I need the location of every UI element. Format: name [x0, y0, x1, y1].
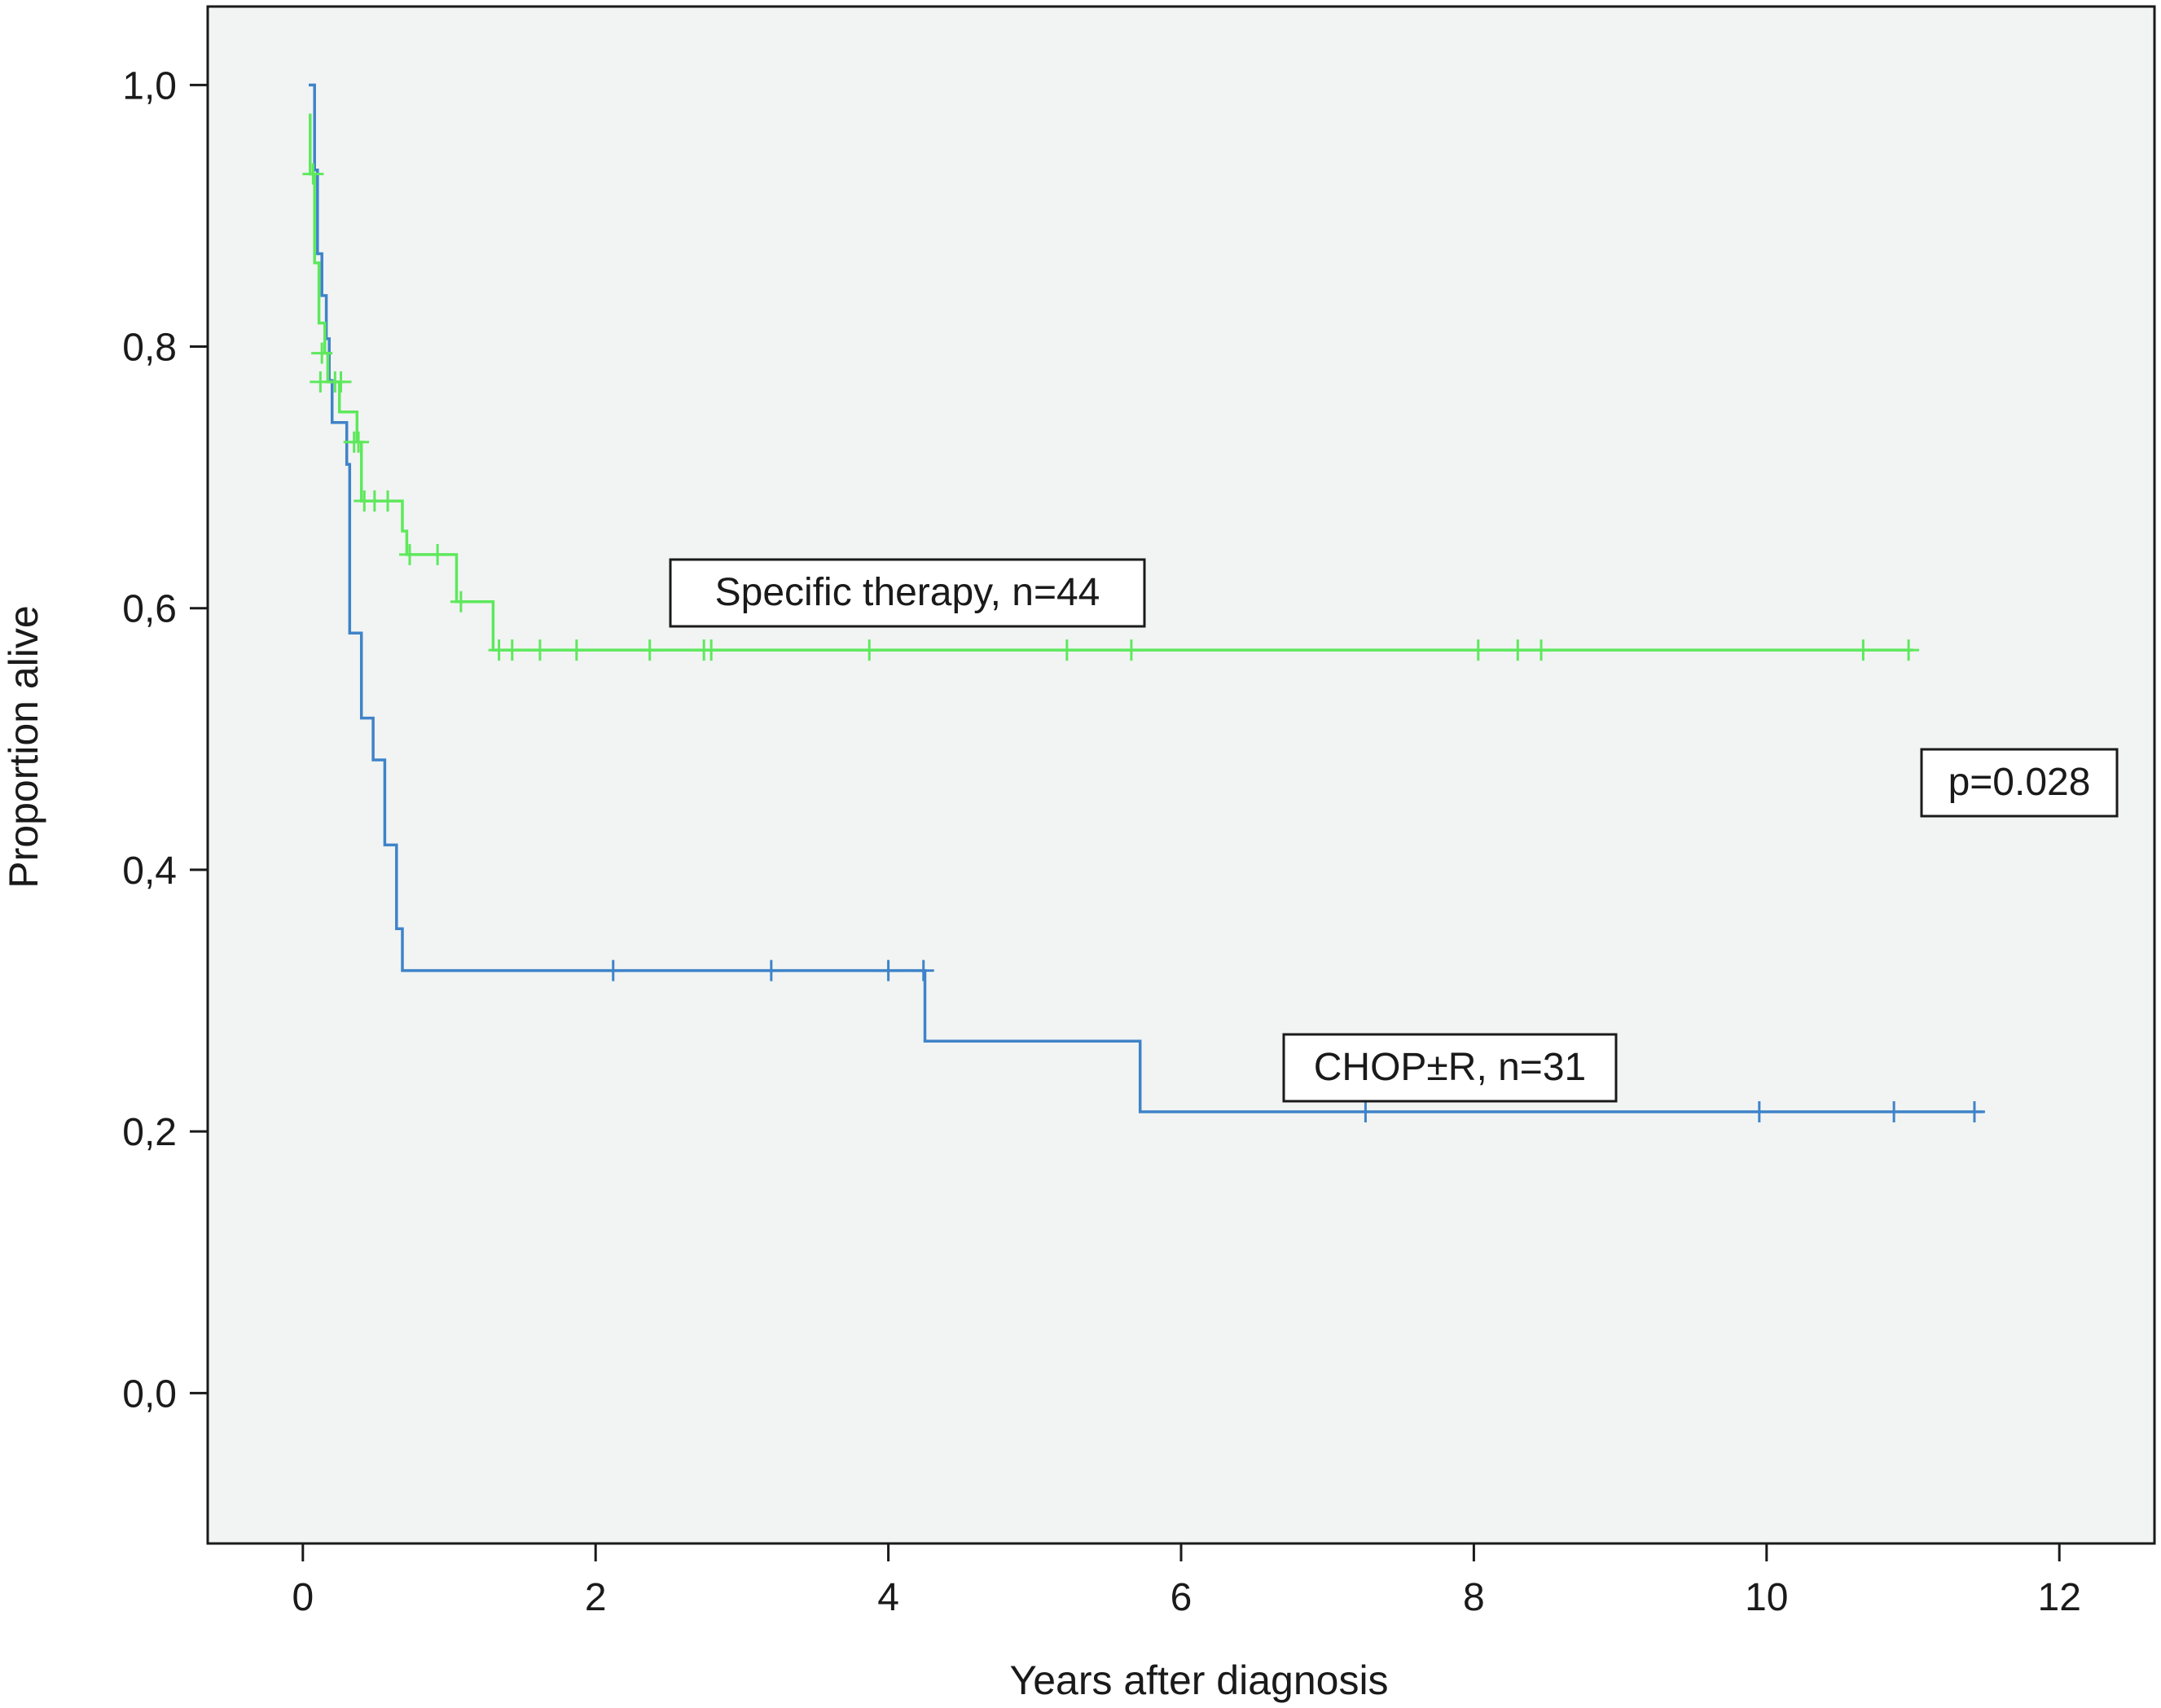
- censor-mark: [701, 639, 723, 661]
- x-tick-label: 10: [1745, 1576, 1788, 1619]
- y-tick-label: 0,8: [122, 327, 177, 370]
- x-axis-title: Years after diagnosis: [1009, 1658, 1388, 1703]
- x-tick-label: 8: [1463, 1576, 1485, 1619]
- y-tick-label: 0,0: [122, 1372, 177, 1416]
- censor-mark: [1355, 1101, 1377, 1123]
- censor-mark: [377, 490, 399, 512]
- censor-mark: [1852, 639, 1874, 661]
- censor-mark: [1963, 1101, 1985, 1123]
- y-tick-label: 0,4: [122, 850, 177, 893]
- annotation-label: Specific therapy, n=44: [715, 571, 1100, 614]
- censor-mark: [565, 639, 587, 661]
- x-tick-label: 12: [2038, 1576, 2081, 1619]
- censor-mark: [529, 639, 551, 661]
- censor-mark: [302, 163, 324, 185]
- censor-mark: [859, 639, 881, 661]
- censor-mark: [760, 959, 782, 981]
- annotation-box: [1282, 1033, 1618, 1103]
- x-tick-label: 0: [292, 1576, 314, 1619]
- y-axis-title: Proportion alive: [1, 605, 46, 888]
- censor-mark: [1898, 639, 1920, 661]
- annotation-chop-r: CHOP±R, n=31: [1282, 1033, 1618, 1103]
- plot-area: [206, 5, 2156, 1545]
- censor-mark: [1883, 1101, 1905, 1123]
- annotation-box: [669, 558, 1146, 628]
- censor-mark: [348, 431, 370, 453]
- censor-mark: [1748, 1101, 1770, 1123]
- censor-mark: [912, 959, 934, 981]
- x-tick-label: 6: [1171, 1576, 1193, 1619]
- y-tick-label: 0,6: [122, 588, 177, 631]
- annotation-specific-therapy: Specific therapy, n=44: [669, 558, 1146, 628]
- series-1: [302, 113, 1920, 661]
- censor-mark: [639, 639, 661, 661]
- censor-mark: [1120, 639, 1142, 661]
- censor-mark: [311, 342, 333, 364]
- x-axis: 0 2 4 6 8 10 12: [292, 1543, 2081, 1619]
- series-layer: [302, 83, 1985, 1123]
- censor-mark: [602, 959, 624, 981]
- y-tick-label: 0,2: [122, 1111, 177, 1154]
- censor-mark: [398, 543, 420, 565]
- censor-mark: [427, 543, 449, 565]
- y-tick-label: 1,0: [122, 64, 177, 108]
- censor-mark: [1467, 639, 1489, 661]
- annotation-box: [1920, 748, 2119, 818]
- censor-mark: [501, 639, 523, 661]
- y-axis: 0,0 0,2 0,4 0,6 0,8 1,0: [122, 64, 208, 1416]
- survival-curve: [309, 113, 1913, 652]
- censor-mark: [1056, 639, 1078, 661]
- censor-mark: [877, 959, 899, 981]
- series-0: [309, 83, 1985, 1123]
- censor-mark: [450, 591, 472, 613]
- annotations-layer: Specific therapy, n=44 CHOP±R, n=31 p=0.…: [669, 558, 2119, 1103]
- survival-curve: [309, 83, 1983, 1113]
- censor-mark: [1507, 639, 1529, 661]
- annotation-p-value: p=0.028: [1920, 748, 2119, 818]
- censor-mark: [330, 371, 352, 393]
- x-tick-label: 4: [877, 1576, 899, 1619]
- censor-mark: [1531, 639, 1553, 661]
- annotation-label: CHOP±R, n=31: [1314, 1046, 1586, 1089]
- x-tick-label: 2: [585, 1576, 607, 1619]
- annotation-label: p=0.028: [1948, 761, 2091, 804]
